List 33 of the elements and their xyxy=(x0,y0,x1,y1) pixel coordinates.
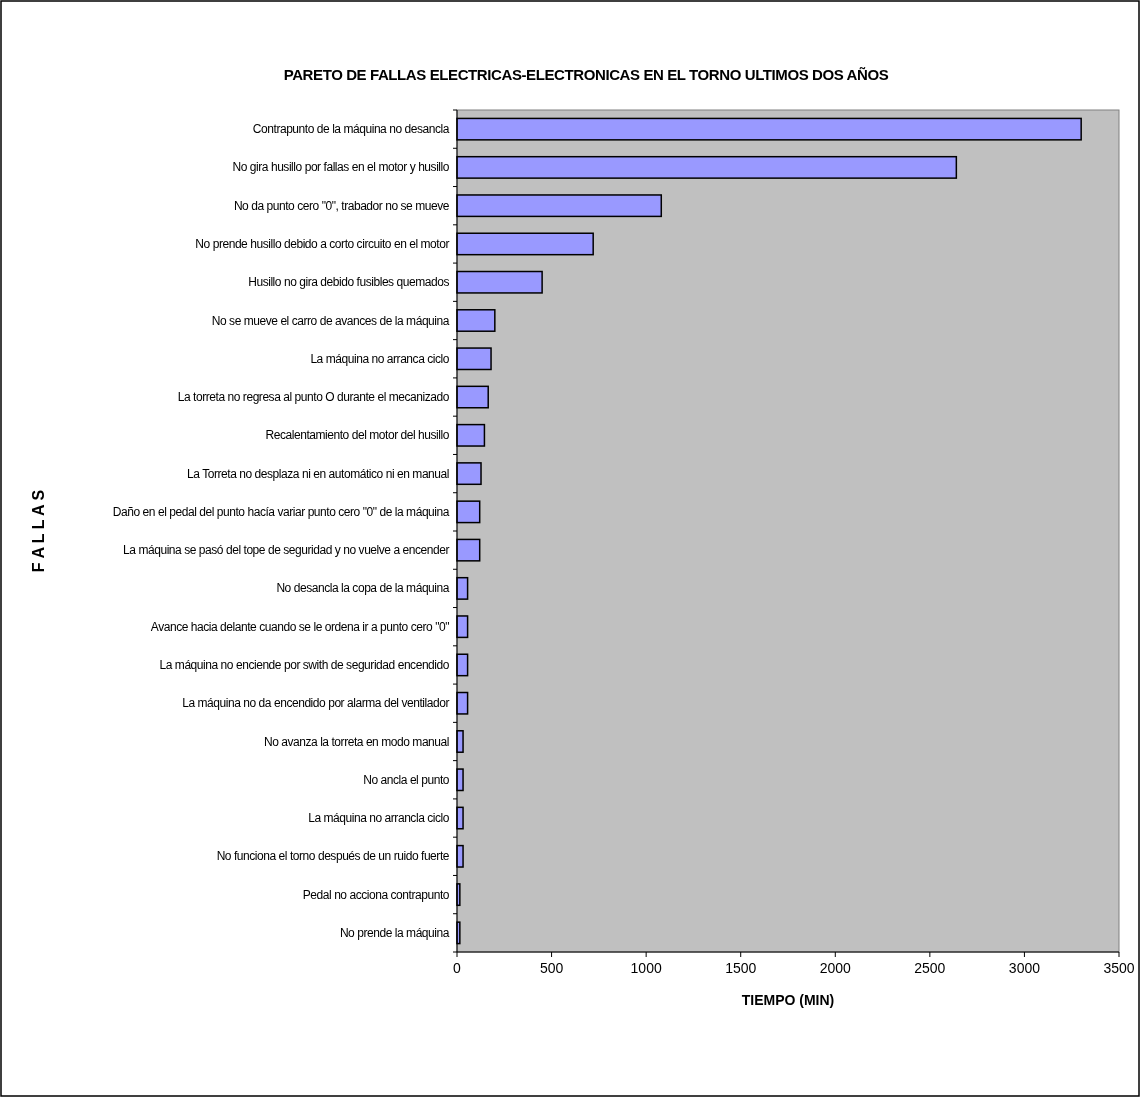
y-tick-label: No prende husillo debido a corto circuito en el motor xyxy=(195,236,450,251)
y-axis-title: F A L L A S xyxy=(30,489,47,573)
y-tick-label: La máquina no da encendido por alarma del ventilador xyxy=(182,696,450,711)
x-tick-label: 3500 xyxy=(1103,960,1135,976)
y-tick-label: Husillo no gira debido fusibles quemados xyxy=(248,275,450,290)
x-tick-label: 2500 xyxy=(914,960,946,976)
y-tick-label: No avanza la torreta en modo manual xyxy=(263,734,449,749)
y-tick-label: No gira husillo por fallas en el motor y husillo xyxy=(232,160,450,175)
y-tick-label: No desancla la copa de la máquina xyxy=(276,581,450,596)
y-tick-label: No da punto cero "0", trabador no se mueve xyxy=(233,198,450,213)
y-tick-label: No prende la máquina xyxy=(339,925,450,940)
x-tick-label: 1500 xyxy=(725,960,757,976)
y-tick-label: No funciona el torno después de un ruido fuerte xyxy=(216,849,450,864)
y-tick-label: La Torreta no desplaza ni en automático ni en manual xyxy=(187,466,449,481)
y-tick-label: La máquina se pasó del tope de seguridad y no vuelve a encender xyxy=(123,543,450,558)
y-tick-label: La torreta no regresa al punto O durante el mecanizado xyxy=(177,390,450,405)
y-tick-label: Pedal no acciona contrapunto xyxy=(302,887,450,902)
x-tick-label: 2000 xyxy=(819,960,852,976)
y-tick-label: La máquina no enciende por swith de seguridad encendido xyxy=(159,657,450,672)
x-tick-label: 0 xyxy=(453,960,462,976)
x-tick-label: 1000 xyxy=(630,960,662,976)
x-tick-label: 3000 xyxy=(1008,960,1041,976)
y-tick-label: Recalentamiento del motor del husillo xyxy=(265,428,450,443)
y-tick-label: No se mueve el carro de avances de la máquina xyxy=(211,313,450,328)
x-tick-label: 500 xyxy=(539,960,564,976)
y-tick-label: La máquina no arranca ciclo xyxy=(310,351,450,366)
chart-title: PARETO DE FALLAS ELECTRICAS-ELECTRONICAS EN EL TORNO ULTIMOS DOS AÑOS xyxy=(283,66,889,83)
y-tick-label: Avance hacia delante cuando se le ordena ir a punto cero "0" xyxy=(150,619,450,634)
y-tick-label: Contrapunto de la máquina no desancla xyxy=(252,122,450,137)
x-axis-title: TIEMPO (MIN) xyxy=(741,992,835,1008)
y-tick-label: La máquina no arrancla ciclo xyxy=(308,811,450,826)
y-tick-label: Daño en el pedal del punto hacía variar punto cero "0" de la máquina xyxy=(112,504,450,519)
y-tick-label: No ancla el punto xyxy=(363,772,450,787)
